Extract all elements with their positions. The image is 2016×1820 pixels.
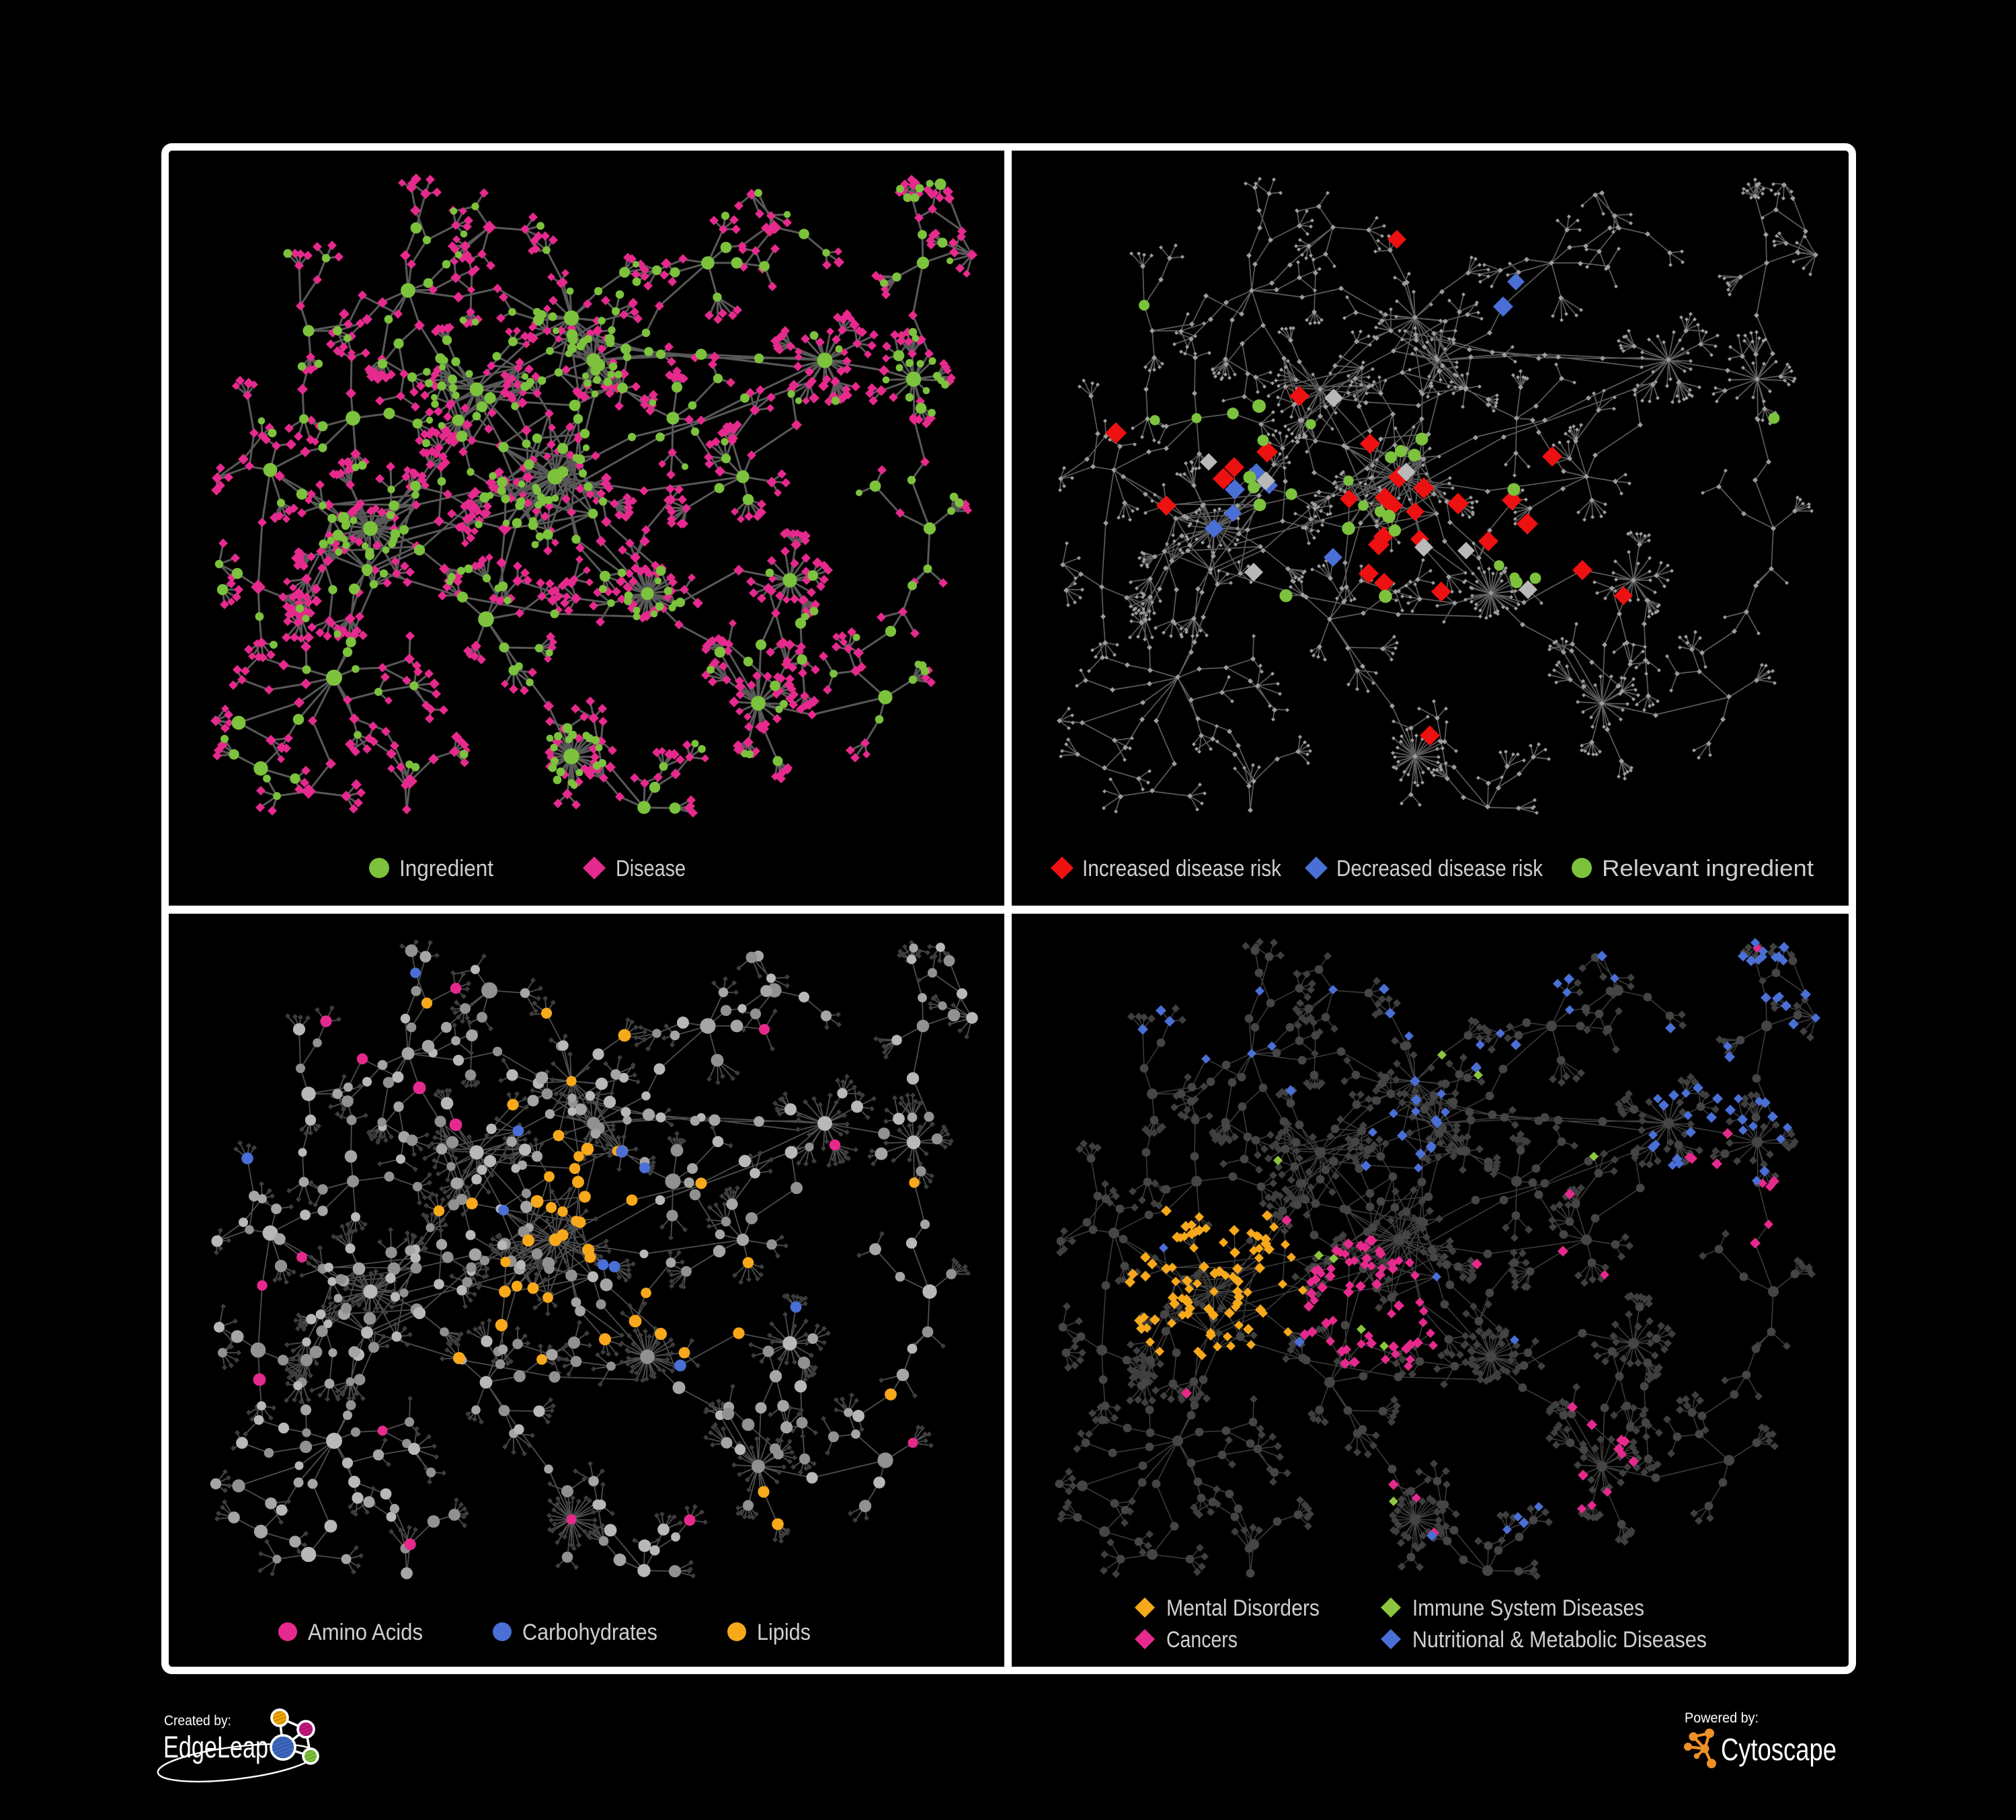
svg-text:Relevant ingredient: Relevant ingredient (1602, 856, 1814, 881)
svg-text:Decreased disease risk: Decreased disease risk (1336, 856, 1543, 881)
svg-text:EdgeLeap: EdgeLeap (163, 1730, 268, 1764)
svg-text:Ingredient: Ingredient (399, 856, 494, 881)
svg-text:Disease: Disease (616, 856, 686, 881)
svg-text:Mental Disorders: Mental Disorders (1166, 1595, 1320, 1621)
svg-text:Immune System Diseases: Immune System Diseases (1412, 1595, 1644, 1621)
svg-text:Cytoscape: Cytoscape (1721, 1732, 1837, 1767)
svg-text:Lipids: Lipids (757, 1620, 811, 1645)
svg-text:Amino Acids: Amino Acids (308, 1620, 423, 1645)
svg-text:Created by:: Created by: (164, 1713, 231, 1729)
svg-text:Carbohydrates: Carbohydrates (522, 1620, 657, 1645)
svg-text:Nutritional & Metabolic Diseas: Nutritional & Metabolic Diseases (1412, 1627, 1707, 1653)
svg-text:Increased disease risk: Increased disease risk (1082, 856, 1282, 881)
svg-text:Powered by:: Powered by: (1685, 1710, 1759, 1726)
svg-text:Cancers: Cancers (1166, 1627, 1238, 1653)
